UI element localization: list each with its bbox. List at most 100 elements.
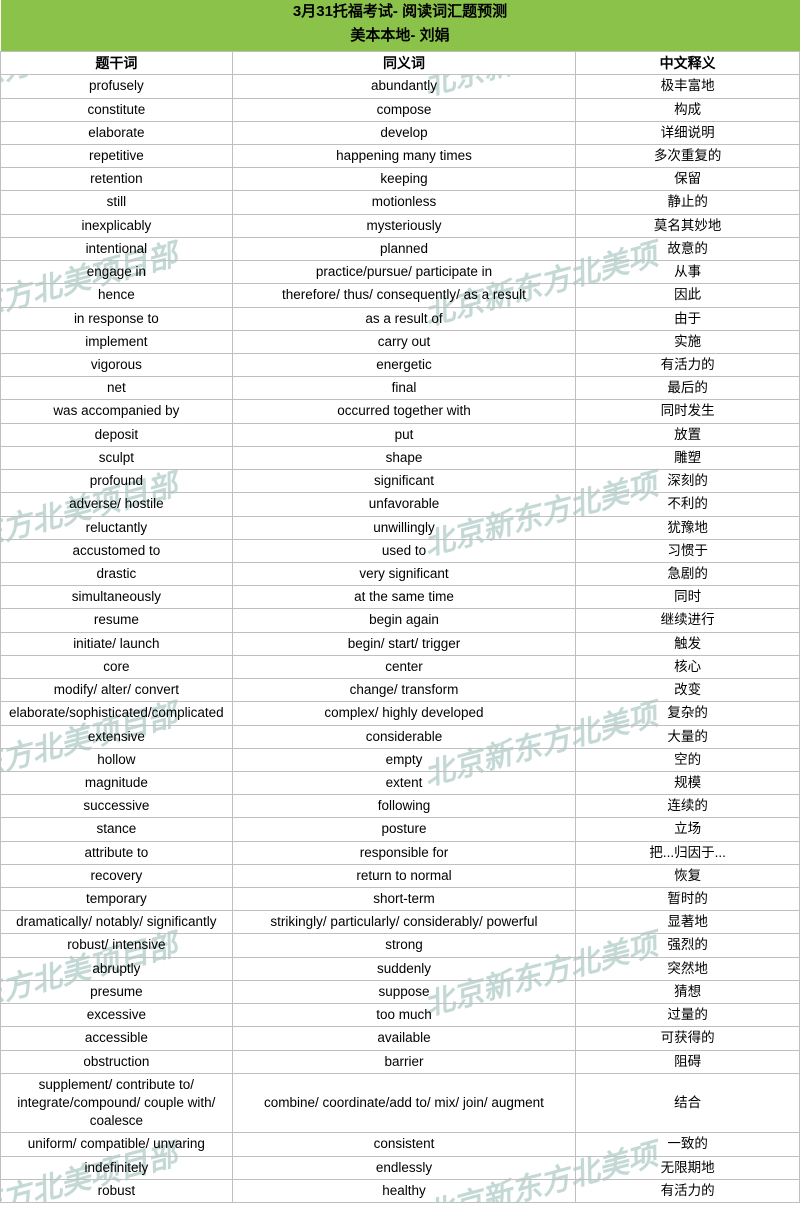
cell-chinese: 连续的 (576, 795, 800, 818)
cell-term: modify/ alter/ convert (1, 679, 233, 702)
table-row: accessibleavailable可获得的 (1, 1027, 800, 1050)
cell-synonym: significant (232, 470, 576, 493)
cell-term: extensive (1, 725, 233, 748)
col-header-term: 题干词 (1, 51, 233, 75)
table-row: resumebegin again继续进行 (1, 609, 800, 632)
cell-term: accustomed to (1, 539, 233, 562)
cell-chinese: 静止的 (576, 191, 800, 214)
cell-synonym: practice/pursue/ participate in (232, 261, 576, 284)
cell-term: hence (1, 284, 233, 307)
cell-chinese: 有活力的 (576, 354, 800, 377)
cell-synonym: motionless (232, 191, 576, 214)
cell-chinese: 暂时的 (576, 888, 800, 911)
cell-term: temporary (1, 888, 233, 911)
cell-term: adverse/ hostile (1, 493, 233, 516)
cell-synonym: very significant (232, 562, 576, 585)
cell-synonym: healthy (232, 1179, 576, 1202)
cell-term: stance (1, 818, 233, 841)
cell-chinese: 恢复 (576, 864, 800, 887)
cell-synonym: strong (232, 934, 576, 957)
col-header-chinese: 中文释义 (576, 51, 800, 75)
cell-chinese: 同时 (576, 586, 800, 609)
table-row: obstructionbarrier阻碍 (1, 1050, 800, 1073)
cell-synonym: mysteriously (232, 214, 576, 237)
cell-term: recovery (1, 864, 233, 887)
cell-chinese: 莫名其妙地 (576, 214, 800, 237)
cell-term: excessive (1, 1004, 233, 1027)
cell-chinese: 可获得的 (576, 1027, 800, 1050)
cell-synonym: center (232, 655, 576, 678)
table-row: extensiveconsiderable大量的 (1, 725, 800, 748)
table-row: dramatically/ notably/ significantlystri… (1, 911, 800, 934)
cell-synonym: begin again (232, 609, 576, 632)
table-row: netfinal最后的 (1, 377, 800, 400)
cell-chinese: 把...归因于... (576, 841, 800, 864)
table-row: profuselyabundantly极丰富地 (1, 75, 800, 98)
table-row: abruptlysuddenly突然地 (1, 957, 800, 980)
cell-synonym: used to (232, 539, 576, 562)
cell-chinese: 继续进行 (576, 609, 800, 632)
cell-term: robust/ intensive (1, 934, 233, 957)
cell-chinese: 保留 (576, 168, 800, 191)
cell-chinese: 改变 (576, 679, 800, 702)
cell-chinese: 实施 (576, 330, 800, 353)
table-row: reluctantlyunwillingly犹豫地 (1, 516, 800, 539)
cell-synonym: empty (232, 748, 576, 771)
cell-synonym: carry out (232, 330, 576, 353)
cell-synonym: at the same time (232, 586, 576, 609)
table-row: elaborate/sophisticated/complicatedcompl… (1, 702, 800, 725)
cell-chinese: 过量的 (576, 1004, 800, 1027)
table-row: constitutecompose构成 (1, 98, 800, 121)
table-row: magnitudeextent规模 (1, 771, 800, 794)
table-row: sculptshape雕塑 (1, 446, 800, 469)
cell-chinese: 突然地 (576, 957, 800, 980)
cell-synonym: suppose (232, 980, 576, 1003)
cell-synonym: responsible for (232, 841, 576, 864)
cell-synonym: final (232, 377, 576, 400)
table-row: accustomed toused to习惯于 (1, 539, 800, 562)
cell-synonym: posture (232, 818, 576, 841)
cell-chinese: 同时发生 (576, 400, 800, 423)
cell-term: accessible (1, 1027, 233, 1050)
cell-term: abruptly (1, 957, 233, 980)
table-row: inexplicablymysteriously莫名其妙地 (1, 214, 800, 237)
cell-chinese: 详细说明 (576, 121, 800, 144)
cell-term: implement (1, 330, 233, 353)
cell-synonym: too much (232, 1004, 576, 1027)
cell-term: dramatically/ notably/ significantly (1, 911, 233, 934)
table-row: hollowempty空的 (1, 748, 800, 771)
col-header-synonym: 同义词 (232, 51, 576, 75)
cell-chinese: 不利的 (576, 493, 800, 516)
cell-chinese: 极丰富地 (576, 75, 800, 98)
cell-chinese: 急剧的 (576, 562, 800, 585)
cell-term: simultaneously (1, 586, 233, 609)
cell-chinese: 猜想 (576, 980, 800, 1003)
cell-term: core (1, 655, 233, 678)
cell-synonym: combine/ coordinate/add to/ mix/ join/ a… (232, 1073, 576, 1133)
table-row: excessivetoo much过量的 (1, 1004, 800, 1027)
table-row: modify/ alter/ convertchange/ transform改… (1, 679, 800, 702)
cell-term: retention (1, 168, 233, 191)
table-row: intentionalplanned故意的 (1, 237, 800, 260)
cell-term: profusely (1, 75, 233, 98)
cell-term: reluctantly (1, 516, 233, 539)
cell-chinese: 雕塑 (576, 446, 800, 469)
table-row: engage inpractice/pursue/ participate in… (1, 261, 800, 284)
cell-synonym: energetic (232, 354, 576, 377)
table-row: attribute toresponsible for把...归因于... (1, 841, 800, 864)
cell-term: in response to (1, 307, 233, 330)
table-row: uniform/ compatible/ unvaringconsistent一… (1, 1133, 800, 1156)
table-row: indefinitelyendlessly无限期地 (1, 1156, 800, 1179)
cell-term: presume (1, 980, 233, 1003)
cell-synonym: unwillingly (232, 516, 576, 539)
cell-term: uniform/ compatible/ unvaring (1, 1133, 233, 1156)
cell-chinese: 习惯于 (576, 539, 800, 562)
cell-term: was accompanied by (1, 400, 233, 423)
cell-synonym: planned (232, 237, 576, 260)
table-row: profoundsignificant深刻的 (1, 470, 800, 493)
table-row: drasticvery significant急剧的 (1, 562, 800, 585)
cell-synonym: endlessly (232, 1156, 576, 1179)
cell-chinese: 显著地 (576, 911, 800, 934)
title-line-2: 美本本地- 刘娟 (1, 24, 800, 51)
cell-term: indefinitely (1, 1156, 233, 1179)
